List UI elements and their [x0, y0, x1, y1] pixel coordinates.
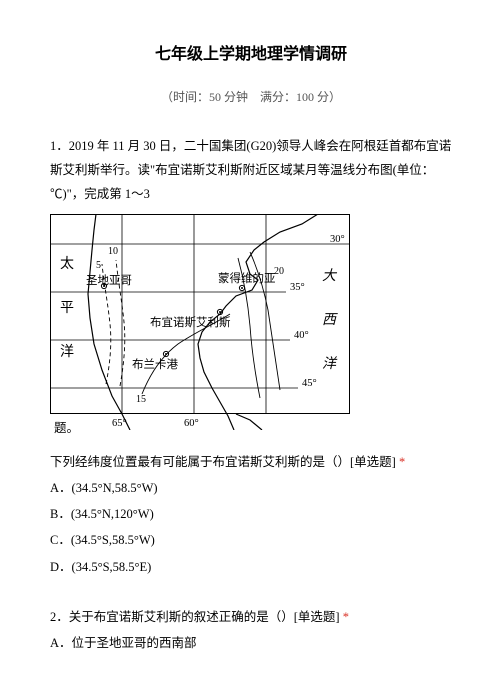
q1-option-b[interactable]: B．(34.5°N,120°W)	[50, 501, 452, 527]
svg-text:40°: 40°	[294, 330, 309, 341]
svg-text:太: 太	[60, 256, 74, 272]
svg-text:45°: 45°	[302, 378, 317, 389]
svg-text:10: 10	[108, 246, 118, 257]
svg-text:65°: 65°	[112, 418, 127, 429]
svg-text:5: 5	[96, 260, 101, 271]
q1-option-a[interactable]: A．(34.5°N,58.5°W)	[50, 475, 452, 501]
svg-text:布宜诺斯艾利斯: 布宜诺斯艾利斯	[150, 315, 231, 329]
svg-text:60°: 60°	[184, 418, 199, 429]
svg-text:15: 15	[136, 394, 146, 405]
q2-option-a[interactable]: A．位于圣地亚哥的西南部	[50, 630, 452, 656]
map-figure: 20 15 5 10 圣地亚哥 蒙得维的亚布宜诺斯艾利斯布兰卡港 30° 35° 40° 45° 6…	[50, 214, 350, 435]
svg-text:圣地亚哥: 圣地亚哥	[86, 274, 132, 287]
svg-text:30°: 30°	[330, 234, 345, 245]
svg-text:大: 大	[322, 268, 338, 284]
q1-stem: 下列经纬度位置最有可能属于布宜诺斯艾利斯的是（）[单选题]	[50, 455, 396, 469]
svg-text:蒙得维的亚: 蒙得维的亚	[218, 271, 276, 285]
q1-intro: 1．2019 年 11 月 30 日，二十国集团(G20)领导人峰会在阿根廷首都…	[50, 135, 452, 206]
q1-option-d[interactable]: D．(34.5°S,58.5°E)	[50, 554, 452, 580]
required-star: *	[399, 455, 405, 469]
required-star: *	[343, 610, 349, 624]
svg-text:20: 20	[274, 266, 284, 277]
svg-text:35°: 35°	[290, 282, 305, 293]
exam-meta: （时间：50 分钟 满分：100 分）	[50, 88, 452, 105]
svg-text:平: 平	[60, 301, 74, 316]
svg-text:洋: 洋	[322, 356, 338, 372]
svg-text:布兰卡港: 布兰卡港	[132, 358, 178, 371]
q2-stem: 2．关于布宜诺斯艾利斯的叙述正确的是（）[单选题]	[50, 610, 340, 624]
svg-text:西: 西	[322, 313, 338, 328]
q1-option-c[interactable]: C．(34.5°S,58.5°W)	[50, 527, 452, 553]
page-title: 七年级上学期地理学情调研	[50, 40, 452, 64]
svg-text:洋: 洋	[60, 344, 74, 360]
